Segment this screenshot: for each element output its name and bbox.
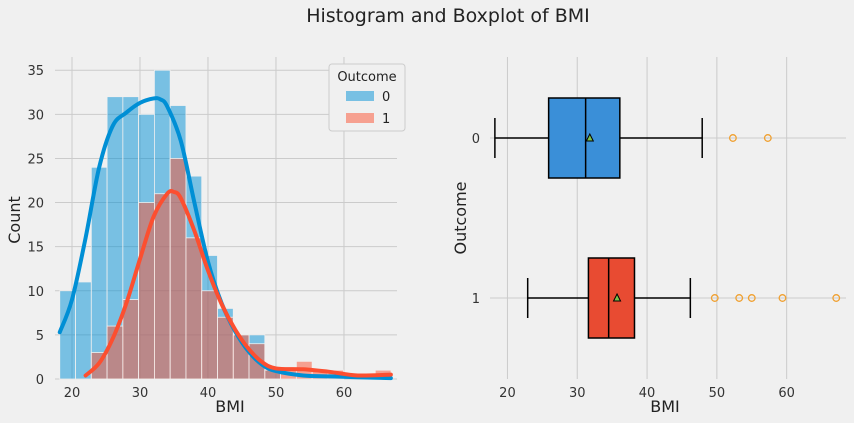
box-outcome-1 — [587, 257, 636, 339]
histogram-y-axis-label: Count — [5, 196, 24, 244]
boxplot-chart: 20 30 40 50 60 0 1 BMI Outcome — [451, 57, 846, 416]
legend-label-1: 1 — [382, 112, 390, 127]
boxplot-boxes — [494, 97, 841, 339]
x-tick-label: 30 — [569, 386, 586, 401]
legend-label-0: 0 — [382, 90, 390, 105]
x-tick-label: 30 — [132, 386, 149, 401]
outlier-point — [763, 134, 772, 142]
y-tick-label: 30 — [27, 108, 44, 123]
legend-title: Outcome — [337, 70, 396, 85]
histogram-bar — [75, 281, 92, 380]
histogram-bar — [185, 237, 203, 380]
x-tick-label: 50 — [268, 386, 285, 401]
figure-title: Histogram and Boxplot of BMI — [306, 5, 590, 27]
y-tick-label: 25 — [27, 152, 44, 167]
x-tick-label: 50 — [709, 386, 726, 401]
legend-swatch-1 — [346, 113, 374, 123]
y-tick-label: 0 — [472, 132, 480, 147]
x-tick-label: 60 — [778, 386, 795, 401]
histogram-bar — [138, 202, 155, 380]
x-tick-label: 60 — [336, 386, 353, 401]
histogram-bar — [154, 193, 171, 380]
histogram-kde-lines — [57, 96, 393, 381]
x-tick-label: 40 — [200, 386, 217, 401]
y-tick-label: 0 — [36, 373, 44, 388]
histogram-legend: Outcome 0 1 — [328, 63, 406, 132]
box-outcome-0 — [547, 97, 621, 179]
histogram-x-axis-label: BMI — [215, 397, 245, 416]
outlier-point — [710, 294, 719, 302]
histogram-bar — [201, 290, 218, 380]
boxplot-y-axis-label: Outcome — [451, 181, 470, 254]
y-tick-label: 20 — [27, 197, 44, 212]
mean-marker — [585, 132, 595, 142]
histogram-tick-labels: 0 5 10 15 20 25 30 35 20 30 40 50 60 — [27, 64, 352, 401]
y-tick-label: 1 — [472, 292, 480, 307]
y-tick-label: 5 — [36, 329, 44, 344]
x-tick-label: 40 — [639, 386, 656, 401]
x-tick-label: 20 — [64, 386, 81, 401]
outlier-point — [735, 294, 744, 302]
y-tick-label: 15 — [27, 241, 44, 256]
histogram-bar — [59, 290, 76, 380]
legend-swatch-0 — [346, 91, 374, 101]
y-tick-label: 35 — [27, 64, 44, 79]
outlier-point — [728, 134, 737, 142]
kde-line-outcome-1 — [83, 189, 393, 378]
outlier-point — [747, 294, 756, 302]
kde-line-outcome-0 — [57, 96, 393, 381]
boxplot-tick-labels: 20 30 40 50 60 0 1 — [472, 132, 795, 401]
mean-marker — [612, 292, 622, 302]
outlier-point — [778, 294, 787, 302]
y-tick-label: 10 — [27, 285, 44, 300]
boxplot-x-axis-label: BMI — [650, 397, 680, 416]
outlier-point — [832, 294, 841, 302]
x-tick-label: 20 — [499, 386, 516, 401]
